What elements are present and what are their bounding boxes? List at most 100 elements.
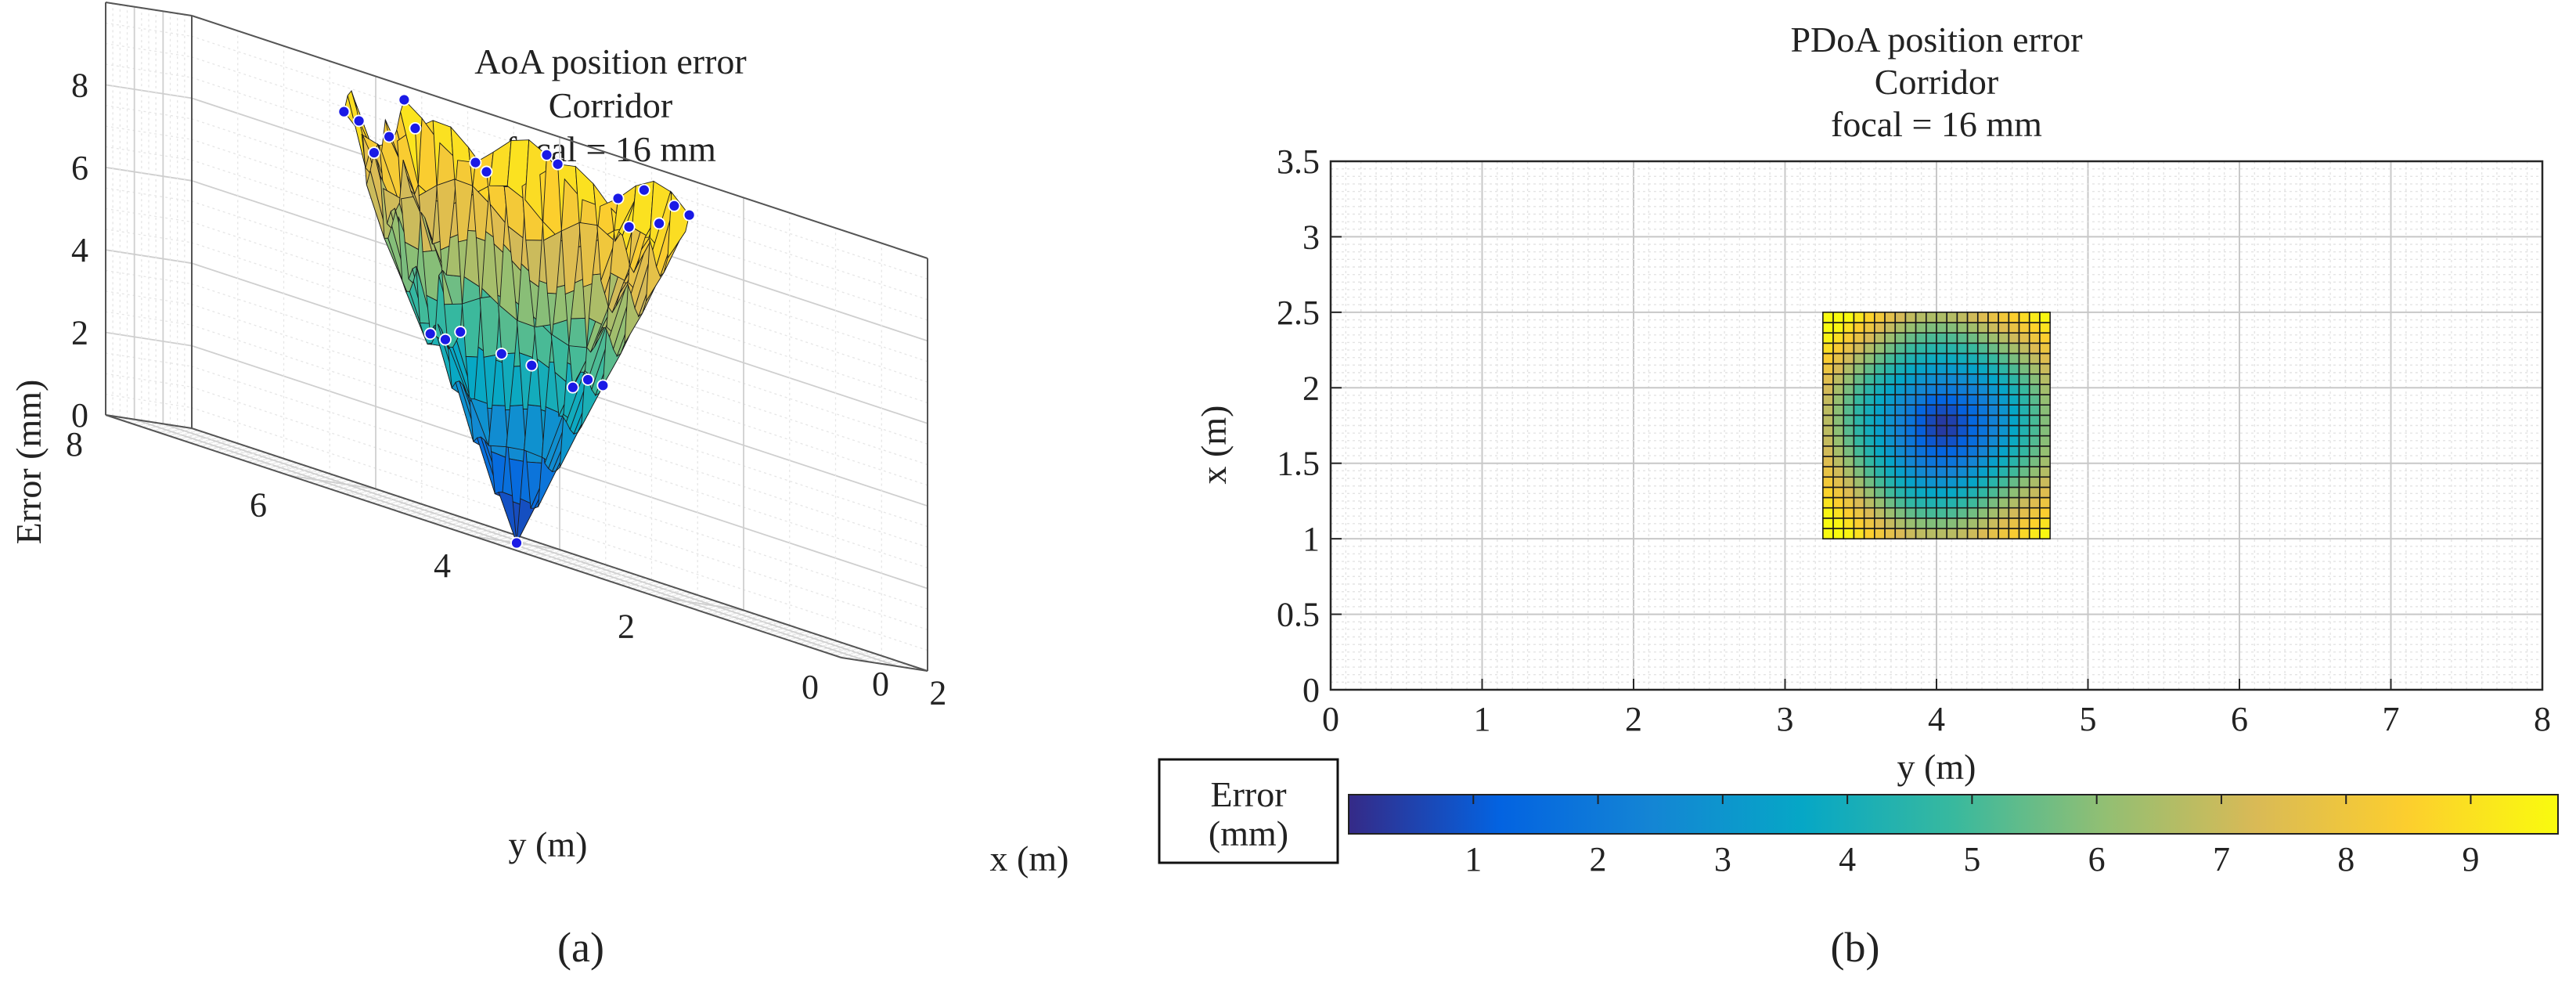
heatmap-cell — [1956, 518, 1969, 529]
heatmap-cell — [2018, 384, 2030, 395]
heatmap-cell — [1863, 466, 1875, 478]
heatmap-cell — [1926, 445, 1937, 457]
heatmap-cell — [1832, 486, 1845, 499]
heatmap-cell — [1936, 486, 1947, 499]
heatmap-cell — [1987, 352, 1999, 365]
heatmap-cell — [2008, 404, 2020, 417]
heatmap-cell — [1822, 373, 1834, 385]
heatmap-cell — [1843, 312, 1855, 323]
heatmap-cell — [1976, 342, 1989, 355]
heatmap-cell — [1832, 445, 1845, 457]
measurement-marker — [622, 220, 636, 233]
heatmap-cell — [1926, 322, 1937, 334]
heatmap-cell — [2018, 414, 2030, 427]
panel-b-label: (b) — [1831, 924, 1880, 971]
heatmap-cell — [1926, 352, 1937, 365]
axis-frame-line — [105, 414, 842, 658]
heatmap-cell — [1936, 352, 1947, 365]
heatmap-cell — [1904, 362, 1917, 375]
y-tick-label: 1.5 — [1277, 445, 1320, 483]
heatmap-cell — [1956, 507, 1969, 519]
heatmap-cell — [1884, 322, 1897, 334]
heatmap-cell — [1915, 456, 1927, 467]
heatmap-cell — [1843, 486, 1855, 499]
heatmap-cell — [2028, 496, 2041, 509]
heatmap-cell — [1926, 312, 1937, 323]
heatmap-cell — [2008, 528, 2020, 539]
measurement-marker — [582, 373, 594, 386]
heatmap-cell — [1843, 424, 1855, 437]
heatmap-cell — [1884, 362, 1897, 375]
heatmap-cell — [1884, 456, 1897, 467]
y-tick-label: 2 — [1302, 369, 1320, 407]
heatmap-cell — [1926, 362, 1937, 375]
heatmap-cell — [1863, 528, 1875, 539]
z-tick-label: 4 — [71, 231, 88, 269]
heatmap-cell — [1843, 362, 1855, 375]
heatmap-cell — [1926, 456, 1937, 467]
heatmap-cell — [1853, 424, 1865, 437]
measurement-marker — [337, 105, 351, 118]
heatmap-cell — [1946, 496, 1958, 509]
heatmap-cell — [1843, 435, 1855, 447]
heatmap-cell — [1822, 384, 1834, 395]
heatmap-cell — [1976, 518, 1989, 529]
heatmap-cell — [1832, 384, 1845, 395]
heatmap-cell — [1998, 352, 2010, 365]
heatmap-cell — [2008, 332, 2020, 344]
heatmap-cell — [1904, 528, 1917, 539]
x-tick-label: 2 — [1625, 700, 1642, 738]
heatmap-cell — [1894, 384, 1907, 395]
heatmap-cell — [1894, 528, 1907, 539]
heatmap-cell — [1956, 384, 1969, 395]
x-tick-label: 0 — [872, 665, 889, 703]
heatmap-cell — [1936, 322, 1947, 334]
heatmap-cell — [1904, 435, 1917, 447]
heatmap-cell — [2028, 507, 2041, 519]
axis-frame-line — [841, 657, 928, 672]
chart-b-ticks: 0 1 2 3 4 5 6 7 8 0 0.5 1 1.5 2 2.5 3 3.5 — [1277, 142, 2551, 738]
heatmap-cell — [2018, 352, 2030, 365]
heatmap-cell — [1884, 528, 1897, 539]
heatmap-cell — [1843, 414, 1855, 427]
heatmap-cell — [1822, 445, 1834, 457]
grid-line — [105, 22, 193, 37]
heatmap-cell — [1956, 373, 1969, 385]
heatmap-cell — [2008, 394, 2020, 406]
heatmap-cell — [1863, 342, 1875, 355]
heatmap-cell — [1966, 373, 1979, 385]
heatmap-cell — [1863, 352, 1875, 365]
heatmap-cell — [1822, 332, 1834, 344]
heatmap-cell — [2018, 435, 2030, 447]
heatmap-cell — [1853, 486, 1865, 499]
heatmap-cell — [1884, 384, 1897, 395]
heatmap-cell — [1956, 414, 1969, 427]
heatmap-cell — [2039, 528, 2051, 539]
heatmap-cell — [1987, 373, 1999, 385]
heatmap-cell — [1926, 373, 1937, 385]
measurement-marker — [352, 114, 366, 128]
heatmap-cell — [1822, 476, 1834, 489]
measurement-marker — [495, 348, 508, 360]
grid-line — [105, 43, 193, 58]
heatmap-cell — [1956, 394, 1969, 406]
heatmap-cell — [2028, 394, 2041, 406]
heatmap-cell — [1832, 528, 1845, 539]
heatmap-cell — [1998, 394, 2010, 406]
heatmap-cell — [1915, 332, 1927, 344]
heatmap-cell — [1998, 414, 2010, 427]
heatmap-cell — [1936, 518, 1947, 529]
chart-b-xlabel: y (m) — [1897, 747, 1976, 787]
heatmap-cell — [2008, 456, 2020, 467]
heatmap-cell — [1936, 362, 1947, 375]
colorbar-label-line2: (mm) — [1209, 813, 1288, 853]
heatmap-cell — [1874, 352, 1886, 365]
heatmap-cell — [1904, 466, 1917, 478]
heatmap-cell — [1946, 486, 1958, 499]
heatmap-cell — [1822, 352, 1834, 365]
heatmap-cell — [1874, 394, 1886, 406]
grid-line — [197, 445, 284, 460]
heatmap-cell — [1843, 496, 1855, 509]
colorbar-label-box — [1158, 758, 1339, 864]
heatmap-cell — [1894, 404, 1907, 417]
